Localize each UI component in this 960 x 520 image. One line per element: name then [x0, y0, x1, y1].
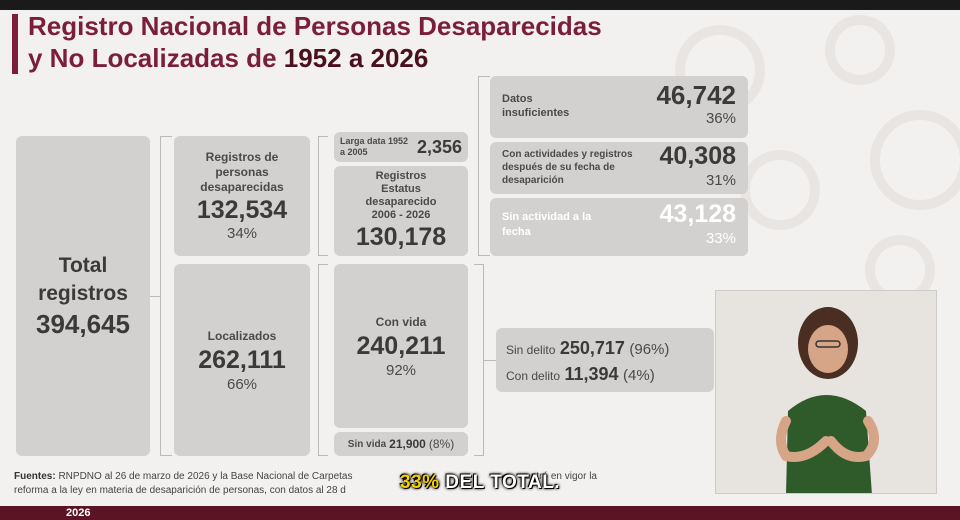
sources-line-1: Fuentes: RNPDNO al 26 de marzo de 2026 y… — [14, 470, 694, 484]
page-title: Registro Nacional de Personas Desapareci… — [28, 10, 602, 74]
top-bar — [0, 0, 960, 10]
sin-actividad-label: Sin actividad a la fecha — [502, 211, 592, 238]
title-line-1: Registro Nacional de Personas Desapareci… — [28, 11, 602, 41]
total-label-2: registros — [38, 282, 128, 305]
connector-bracket-1 — [160, 136, 172, 456]
estatus-box: Registros Estatus desaparecido 2006 - 20… — [334, 166, 468, 256]
con-vida-value: 240,211 — [356, 331, 446, 360]
live-caption: 33% DEL TOTAL. — [400, 472, 560, 494]
sin-delito-label: Sin delito — [506, 343, 556, 357]
desaparecidas-pct: 34% — [226, 225, 258, 242]
con-vida-box: Con vida 240,211 92% — [334, 264, 468, 428]
sin-actividad-box: Sin actividad a la fecha 43,128 33% — [490, 198, 748, 256]
localizados-value: 262,111 — [198, 345, 286, 374]
localizados-label: Localizados — [207, 328, 277, 343]
caption-highlight: 33% — [400, 472, 440, 493]
con-actividades-pct: 31% — [705, 172, 736, 189]
datos-insuficientes-box: Datos insuficientes 46,742 36% — [490, 76, 748, 138]
con-vida-label: Con vida — [375, 314, 427, 329]
sources-line-2: reforma a la ley en materia de desaparic… — [14, 485, 346, 496]
con-actividades-value: 40,308 — [659, 142, 736, 170]
sin-delito-pct: (96%) — [629, 341, 670, 358]
con-delito-pct: (4%) — [623, 367, 655, 384]
con-vida-pct: 92% — [385, 361, 417, 379]
connector-bracket-4 — [478, 76, 490, 256]
larga-data-value: 2,356 — [416, 136, 462, 157]
delito-box: Sin delito 250,717 (96%) Con delito 11,3… — [496, 328, 714, 392]
con-delito-value: 11,394 — [564, 364, 619, 384]
localizados-pct: 66% — [226, 375, 258, 393]
larga-data-label: Larga data 1952 a 2005 — [340, 136, 409, 157]
sources-note: Fuentes: RNPDNO al 26 de marzo de 2026 y… — [14, 470, 694, 498]
title-line-2-prefix: y No Localizadas de — [28, 43, 284, 73]
total-box: Total registros 394,645 — [16, 136, 150, 456]
desaparecidas-box: Registros de personas desaparecidas 132,… — [174, 136, 310, 256]
sin-actividad-pct: 33% — [705, 230, 736, 247]
sign-language-interpreter-video — [715, 290, 937, 494]
larga-data-box: Larga data 1952 a 2005 2,356 — [334, 132, 468, 162]
connector-bracket-5 — [474, 264, 484, 456]
desaparecidas-label: Registros de personas desaparecidas — [200, 150, 284, 194]
sources-text-1: RNPDNO al 26 de marzo de 2026 y la Base … — [58, 471, 353, 482]
con-delito-label: Con delito — [506, 369, 561, 383]
title-line-2: y No Localizadas de 1952 a 2026 — [28, 42, 602, 74]
datos-insuficientes-pct: 36% — [705, 110, 736, 127]
connector-bracket-3 — [318, 264, 328, 456]
sin-actividad-value: 43,128 — [659, 200, 736, 228]
title-accent-bar — [12, 14, 18, 74]
connector-bracket-2 — [318, 136, 328, 256]
caption-rest: DEL TOTAL. — [439, 472, 561, 493]
sin-delito-row: Sin delito 250,717 (96%) — [506, 338, 669, 359]
total-value: 394,645 — [36, 309, 130, 339]
estatus-label: Registros Estatus desaparecido 2006 - 20… — [365, 170, 437, 221]
con-actividades-box: Con actividades y registros después de s… — [490, 142, 748, 194]
interpreter-figure — [716, 291, 936, 493]
sin-vida-pct: (8%) — [428, 437, 455, 451]
connector-line-2 — [484, 360, 496, 361]
desaparecidas-value: 132,534 — [196, 196, 288, 224]
sin-delito-value: 250,717 — [559, 338, 625, 358]
sources-label: Fuentes: — [14, 471, 56, 482]
estatus-value: 130,178 — [355, 223, 447, 251]
bottom-bar: 2026 — [0, 506, 960, 520]
datos-insuficientes-value: 46,742 — [656, 80, 736, 110]
con-actividades-label: Con actividades y registros después de s… — [502, 149, 633, 186]
sin-vida-label: Sin vida — [347, 438, 387, 450]
datos-insuficientes-label: Datos insuficientes — [502, 93, 570, 119]
sin-vida-value: 21,900 — [389, 437, 426, 451]
con-delito-row: Con delito 11,394 (4%) — [506, 364, 655, 385]
bottom-bar-year: 2026 — [66, 507, 91, 519]
sin-vida-box: Sin vida 21,900 (8%) — [334, 432, 468, 456]
connector-line-1 — [150, 296, 160, 297]
localizados-box: Localizados 262,111 66% — [174, 264, 310, 456]
title-range: 1952 a 2026 — [283, 43, 429, 73]
sources-text-1-tail: entró en vigor la — [525, 471, 597, 482]
total-label-1: Total — [58, 254, 108, 277]
